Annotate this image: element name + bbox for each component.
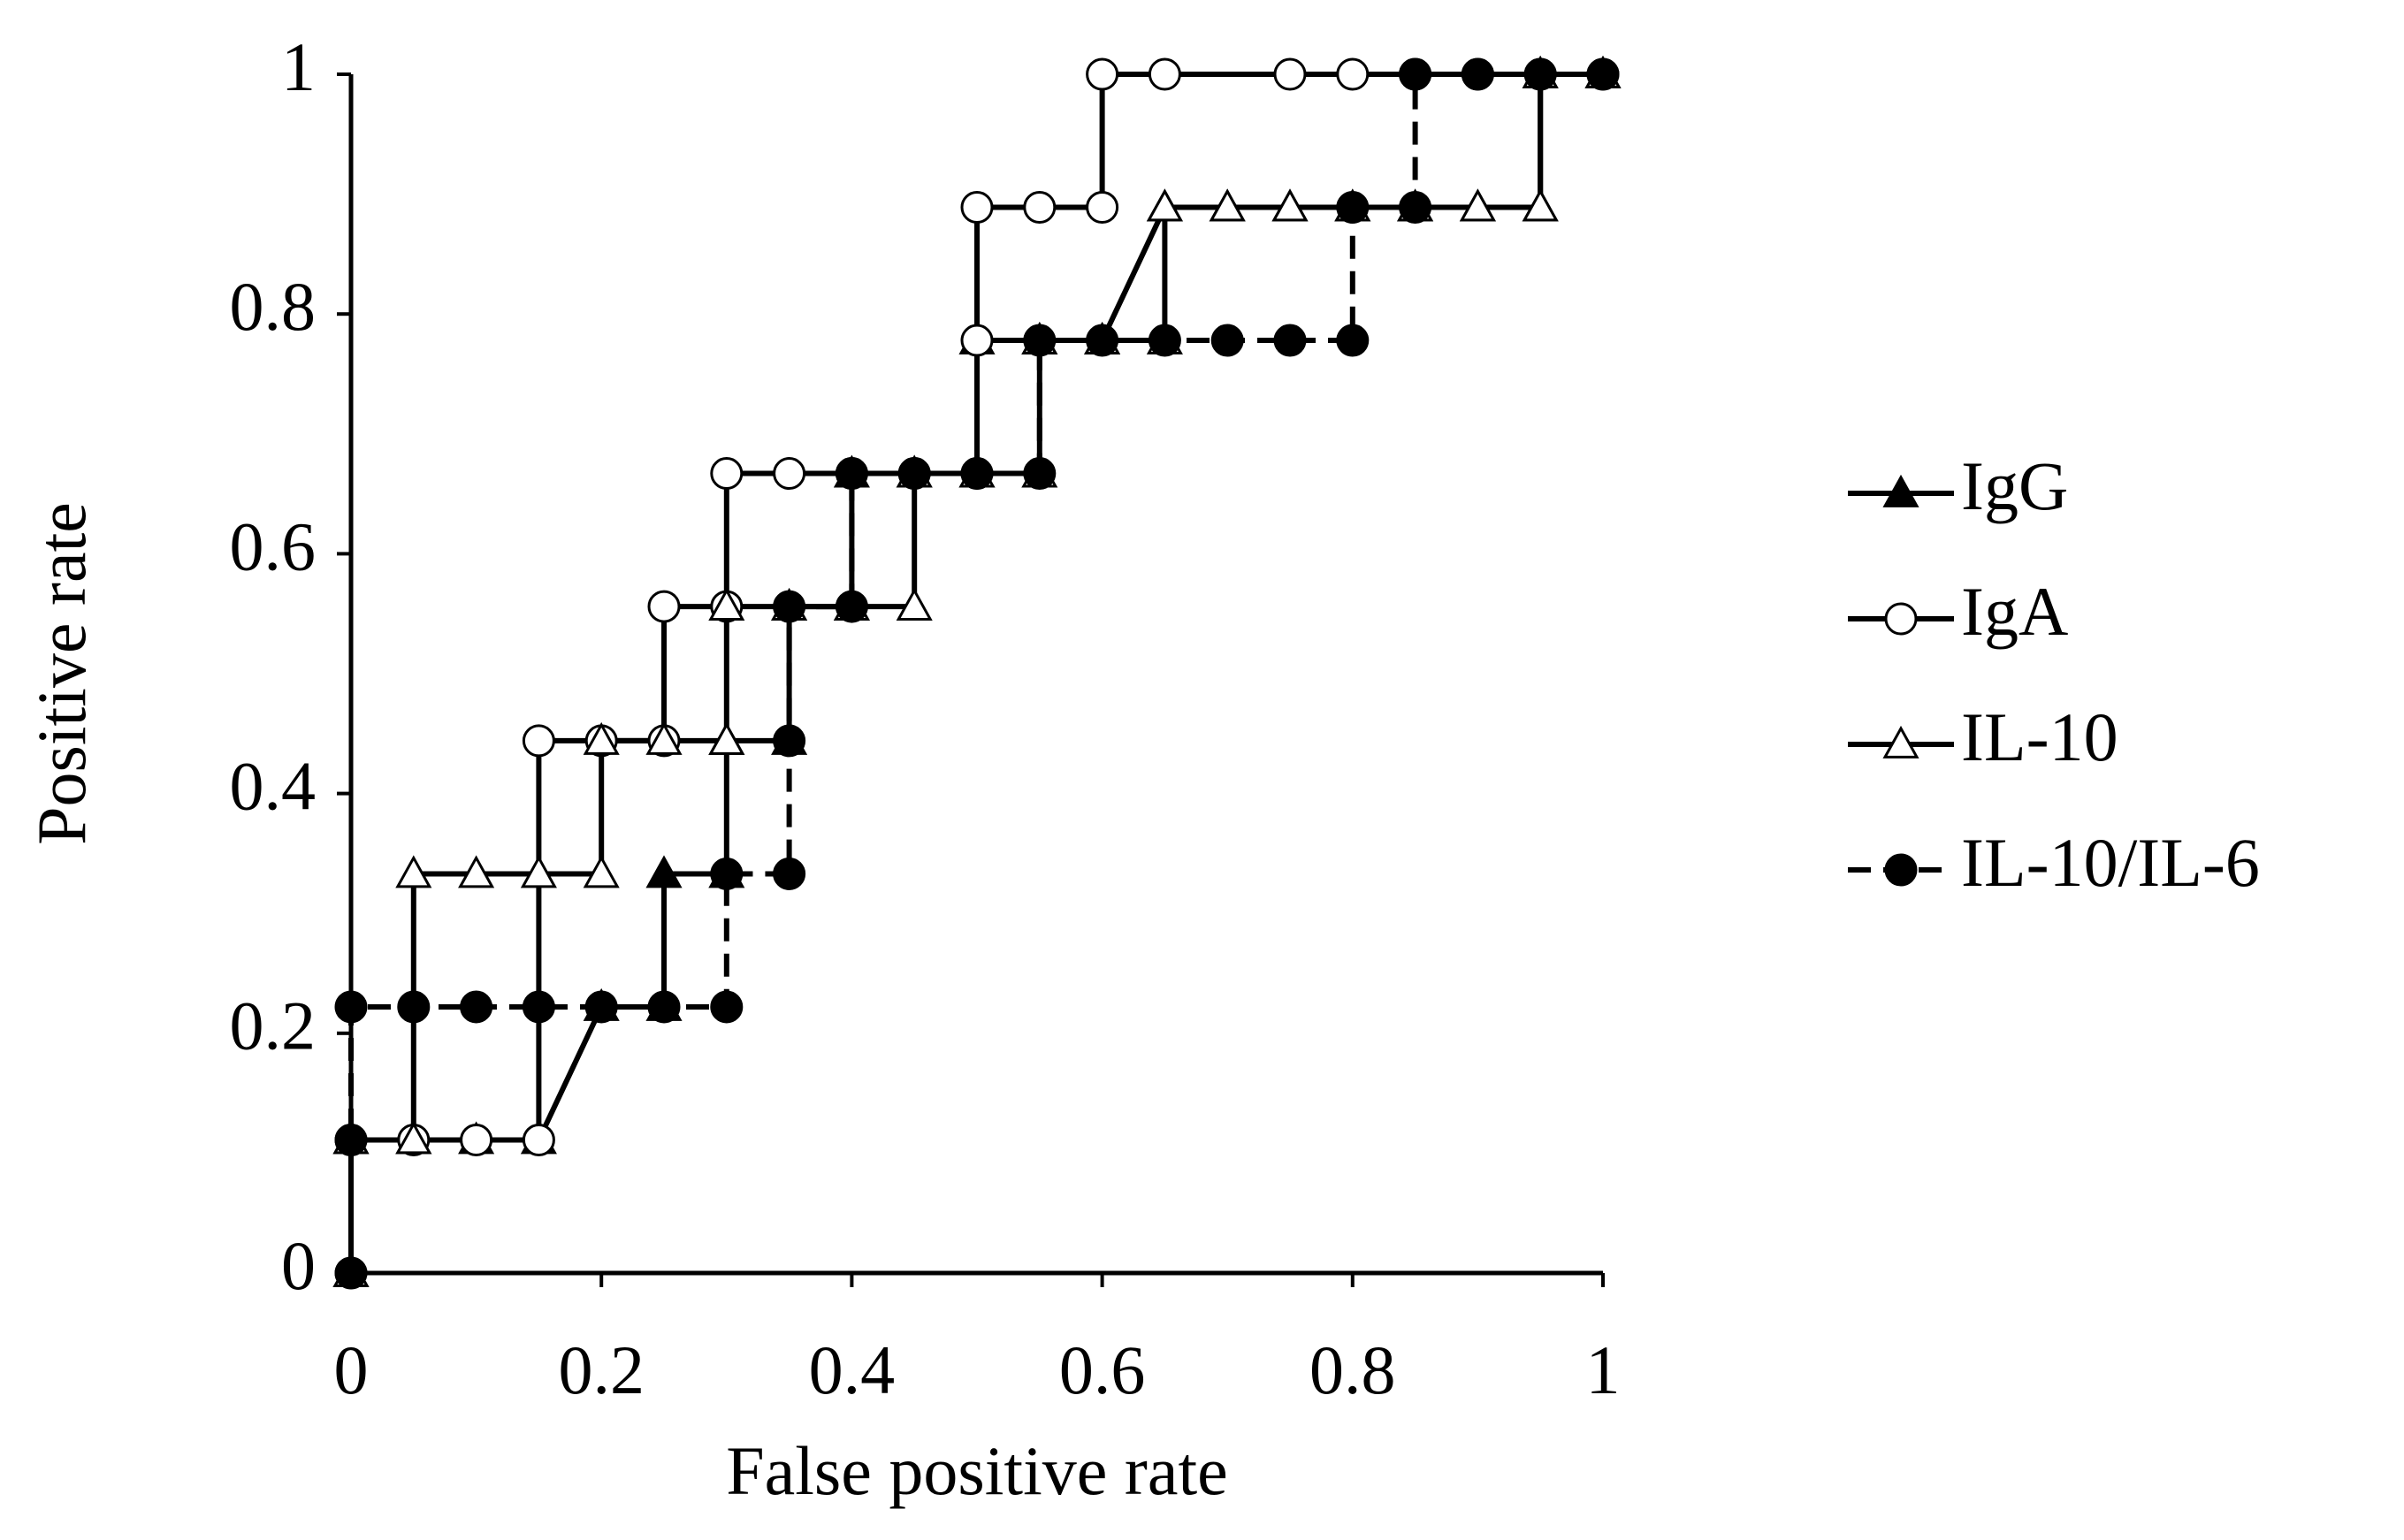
marker — [458, 855, 495, 888]
x-tick-label: 0.2 — [558, 1331, 645, 1408]
marker — [1023, 191, 1057, 225]
marker — [1336, 57, 1370, 91]
marker — [397, 990, 431, 1024]
legend-label: IL-10 — [1961, 698, 2118, 775]
marker — [1086, 324, 1119, 357]
marker — [645, 855, 683, 888]
marker — [897, 457, 931, 491]
marker — [647, 590, 681, 623]
x-tick-label: 0.6 — [1059, 1331, 1146, 1408]
x-tick-label: 0 — [334, 1331, 369, 1408]
marker — [334, 1123, 368, 1156]
marker — [960, 324, 994, 357]
marker — [1522, 188, 1559, 222]
y-tick-label: 0.6 — [230, 507, 317, 584]
y-axis-label: Positive rate — [23, 502, 100, 845]
marker — [522, 724, 555, 758]
marker — [1399, 57, 1432, 91]
legend-marker — [1882, 474, 1919, 507]
marker — [960, 191, 994, 225]
y-tick-label: 0.8 — [230, 268, 317, 345]
marker — [1086, 191, 1119, 225]
marker — [395, 1121, 432, 1155]
marker — [645, 721, 683, 755]
y-tick-label: 1 — [281, 28, 316, 105]
marker — [710, 857, 744, 890]
marker — [708, 721, 745, 755]
legend-marker — [1884, 602, 1918, 636]
marker — [1148, 57, 1181, 91]
y-tick-label: 0.4 — [230, 748, 317, 825]
marker — [522, 1123, 555, 1156]
marker — [710, 990, 744, 1024]
marker — [647, 990, 681, 1024]
marker — [334, 990, 368, 1024]
marker — [1023, 457, 1057, 491]
marker — [460, 1123, 493, 1156]
marker — [1146, 188, 1183, 222]
marker — [1271, 188, 1309, 222]
marker — [1586, 57, 1620, 91]
marker — [1461, 57, 1494, 91]
marker — [773, 857, 806, 890]
legend-label: IgA — [1961, 573, 2068, 650]
marker — [773, 590, 806, 623]
x-axis-label: False positive rate — [726, 1432, 1228, 1509]
marker — [835, 457, 868, 491]
legend-marker — [1882, 725, 1919, 759]
x-tick-label: 1 — [1586, 1331, 1621, 1408]
marker — [1273, 324, 1307, 357]
x-tick-label: 0.8 — [1309, 1331, 1396, 1408]
y-tick-label: 0.2 — [230, 987, 317, 1064]
marker — [1086, 57, 1119, 91]
marker — [1459, 188, 1496, 222]
x-tick-label: 0.4 — [809, 1331, 896, 1408]
marker — [522, 990, 555, 1024]
marker — [1523, 57, 1557, 91]
marker — [708, 587, 745, 621]
legend-label: IL-10/IL-6 — [1961, 824, 2260, 901]
marker — [584, 990, 618, 1024]
marker — [460, 990, 493, 1024]
marker — [1336, 191, 1370, 225]
marker — [960, 457, 994, 491]
marker — [896, 587, 933, 621]
marker — [1148, 324, 1181, 357]
marker — [395, 855, 432, 888]
legend-marker — [1884, 853, 1918, 887]
marker — [1336, 324, 1370, 357]
marker — [773, 457, 806, 491]
marker — [334, 1256, 368, 1290]
marker — [710, 457, 744, 491]
series-line — [348, 72, 1603, 1273]
marker — [583, 721, 620, 755]
marker — [583, 855, 620, 888]
marker — [773, 724, 806, 758]
marker — [1399, 191, 1432, 225]
marker — [1273, 57, 1307, 91]
y-tick-label: 0 — [281, 1227, 316, 1304]
marker — [1023, 324, 1057, 357]
marker — [835, 590, 868, 623]
legend-label: IgG — [1961, 447, 2068, 524]
marker — [520, 855, 557, 888]
marker — [1209, 188, 1246, 222]
marker — [1210, 324, 1244, 357]
